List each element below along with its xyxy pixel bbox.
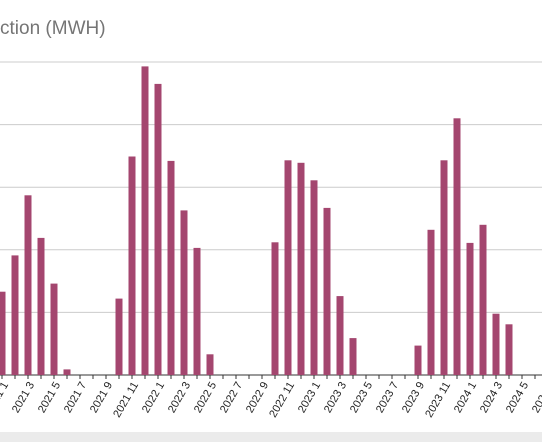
bar [427,229,435,375]
x-tick-label: 2023 7 [374,380,401,415]
x-tick-label: 2022 7 [218,380,245,415]
x-tick-label: 2021 9 [88,380,115,415]
bar [336,296,344,375]
bar [492,313,500,375]
bar [193,247,201,375]
bars [0,66,513,376]
x-tick-label: 2023 5 [348,380,375,415]
bar [167,160,175,375]
bar [310,180,318,375]
x-tick-label: 2022 11 [267,380,297,420]
x-tick-label: 2021 5 [36,380,63,415]
x-tick-label: 2023 3 [322,380,349,415]
x-axis-ticks [1,375,536,379]
bar [466,242,474,375]
bar [349,338,357,375]
bar [453,118,461,376]
x-tick-label: 2024 5 [504,380,531,415]
x-tick-label: 2022 1 [140,380,167,415]
bar [37,237,45,375]
x-tick-label: 2024 7 [530,380,542,415]
bar [154,83,162,376]
x-tick-label: 2024 1 [452,380,479,415]
bar [414,345,422,375]
x-tick-label: 2023 1 [296,380,323,415]
bar [297,162,305,375]
x-tick-label: 2021 7 [62,380,89,415]
bar [505,324,513,375]
gridlines [0,61,542,376]
bar [11,255,19,375]
bar [128,156,136,375]
bar [63,369,71,375]
scroll-strip [0,432,542,442]
x-tick-label: 2022 5 [192,380,219,415]
x-tick-label: 2022 3 [166,380,193,415]
x-tick-label: 2023 11 [423,380,453,420]
bar [479,224,487,375]
chart-title: ction (MWH) [0,18,106,39]
bar [271,242,279,375]
bar [206,354,214,375]
x-tick-label: 2022 9 [244,380,271,415]
bar [24,195,32,375]
bar [323,207,331,375]
bar [141,66,149,376]
bar [440,160,448,375]
bar [180,210,188,375]
bar [0,291,6,375]
bar [284,160,292,375]
bar [115,298,123,375]
x-tick-label: 2021 3 [10,380,37,415]
bar [50,283,58,375]
x-tick-label: 2021 11 [111,380,141,420]
x-tick-label: 2023 9 [400,380,427,415]
x-tick-label: 2024 3 [478,380,505,415]
